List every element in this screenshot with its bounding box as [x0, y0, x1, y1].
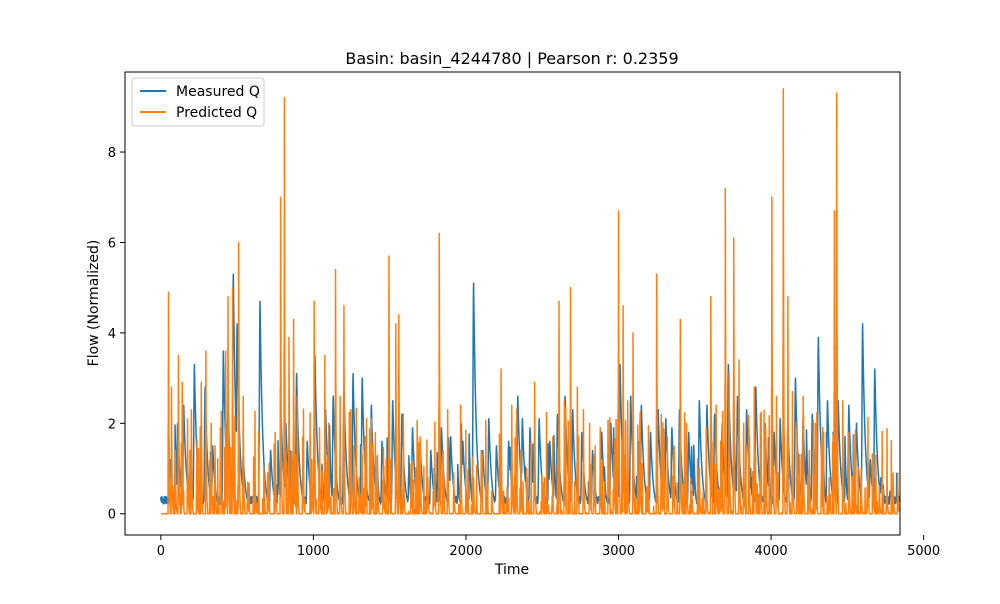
x-tick-label: 3000 [602, 544, 635, 559]
y-tick-label: 8 [108, 146, 116, 161]
x-axis-label: Time [494, 562, 529, 578]
y-tick-label: 0 [108, 508, 116, 523]
series-line-predicted [160, 87, 900, 515]
y-tick-label: 6 [108, 236, 116, 251]
x-tick-label: 0 [157, 544, 165, 559]
chart-title: Basin: basin_4244780 | Pearson r: 0.2359 [345, 49, 678, 69]
legend-label-measured: Measured Q [176, 84, 260, 100]
x-tick-label: 4000 [755, 544, 788, 559]
y-tick-label: 4 [108, 327, 116, 342]
plot-area: 0 1000 2000 3000 4000 5000 0 2 4 6 8 [108, 71, 940, 559]
x-tick-label: 1000 [297, 544, 330, 559]
legend: Measured Q Predicted Q [131, 77, 265, 127]
x-tick-label: 2000 [449, 544, 482, 559]
x-tick-label: 5000 [907, 544, 940, 559]
y-axis-label: Flow (Normalized) [86, 240, 102, 367]
legend-label-predicted: Predicted Q [176, 105, 257, 121]
y-tick-label: 2 [108, 417, 116, 432]
axes-frame [124, 71, 901, 536]
